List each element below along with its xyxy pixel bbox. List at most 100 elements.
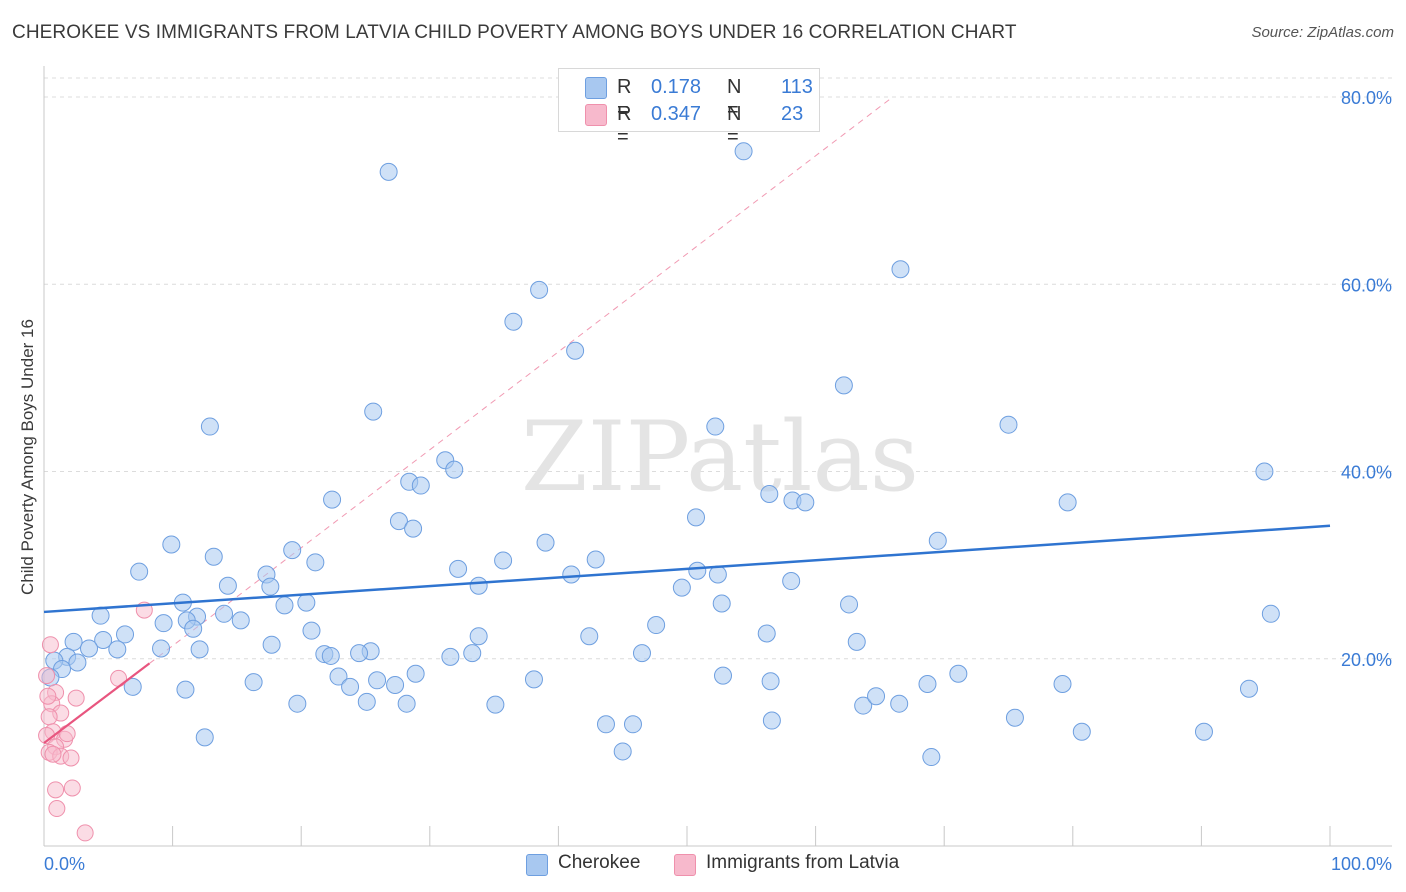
cherokee-point <box>204 547 223 566</box>
cherokee-point <box>123 677 142 696</box>
cherokee-point <box>397 694 416 713</box>
cherokee-point <box>687 508 706 527</box>
latvia-point <box>47 781 65 799</box>
latvia-point <box>63 779 81 797</box>
cherokee-point <box>486 695 505 714</box>
cherokee-point <box>847 632 866 651</box>
legend-r-value: 0.347 <box>651 103 702 125</box>
cherokee-point <box>116 625 135 644</box>
latvia-point <box>38 667 56 685</box>
cherokee-point <box>162 535 181 554</box>
cherokee-point <box>647 616 666 635</box>
latvia-point <box>110 669 128 687</box>
cherokee-point <box>580 627 599 646</box>
cherokee-point <box>244 673 263 692</box>
cherokee-point <box>712 594 731 613</box>
cherokee-point <box>469 627 488 646</box>
cherokee-point <box>184 619 203 638</box>
cherokee-point <box>854 696 873 715</box>
cherokee-point <box>999 415 1018 434</box>
cherokee-point <box>782 572 801 591</box>
cherokee-point <box>218 576 237 595</box>
legend-r-value: 0.178 <box>651 76 702 98</box>
cherokee-point <box>341 677 360 696</box>
cherokee-point <box>623 715 642 734</box>
cherokee-point <box>379 162 398 181</box>
cherokee-points <box>41 142 1280 767</box>
cherokee-point <box>441 647 460 666</box>
cherokee-point <box>1261 604 1280 623</box>
cherokee-point <box>504 312 523 331</box>
cherokee-point <box>757 624 776 643</box>
chart-title: CHEROKEE VS IMMIGRANTS FROM LATVIA CHILD… <box>12 22 1017 43</box>
cherokee-trendline <box>43 524 1331 614</box>
legend-r-label: R = <box>617 103 632 148</box>
latvia-trendline <box>43 662 151 744</box>
cherokee-point <box>918 675 937 694</box>
cherokee-point <box>708 565 727 584</box>
cherokee-point <box>231 611 250 630</box>
cherokee-point <box>586 550 605 569</box>
legend-n-label: N = <box>727 76 742 121</box>
latvia-swatch <box>674 854 696 876</box>
cherokee-point <box>890 694 909 713</box>
latvia-point <box>58 725 76 743</box>
cherokee-point <box>411 476 430 495</box>
cherokee-point <box>760 484 779 503</box>
cherokee-point <box>613 742 632 761</box>
cherokee-point <box>64 632 83 651</box>
cherokee-point <box>94 631 113 650</box>
cherokee-point <box>688 561 707 580</box>
y-tick-label: 20.0% <box>1341 650 1392 670</box>
cherokee-point <box>762 711 781 730</box>
cherokee-point <box>1072 722 1091 741</box>
cherokee-point <box>275 596 294 615</box>
cherokee-point <box>949 664 968 683</box>
y-tick-label: 40.0% <box>1341 463 1392 483</box>
cherokee-point <box>1239 679 1258 698</box>
x-tick-label: 0.0% <box>44 854 85 874</box>
cherokee-point <box>445 460 464 479</box>
latvia-point <box>39 687 57 705</box>
legend-n-value: 23 <box>781 103 804 125</box>
cherokee-point <box>840 595 859 614</box>
chart-source: Source: ZipAtlas.com <box>1251 24 1394 41</box>
cherokee-point <box>463 644 482 663</box>
cherokee-point <box>297 593 316 612</box>
cherokee-point <box>404 519 423 538</box>
cherokee-point <box>1194 722 1213 741</box>
cherokee-point <box>928 531 947 550</box>
cherokee-point <box>176 680 195 699</box>
cherokee-point <box>406 664 425 683</box>
latvia-point <box>62 749 80 767</box>
cherokee-point <box>261 577 280 596</box>
cherokee-point <box>1005 708 1024 727</box>
tick-labels: 20.0% 40.0% 60.0% 80.0% 0.0% 100.0% <box>44 88 1392 874</box>
latvia-point <box>40 708 58 726</box>
legend-n-value: 113 <box>781 76 813 98</box>
cherokee-point <box>566 341 585 360</box>
cherokee-point <box>108 640 127 659</box>
cherokee-point <box>386 675 405 694</box>
trendlines <box>43 524 1331 744</box>
cherokee-point <box>796 493 815 512</box>
cherokee-point <box>867 687 886 706</box>
latvia-point <box>41 636 59 654</box>
cherokee-point <box>596 715 615 734</box>
cherokee-point <box>215 604 234 623</box>
cherokee-point <box>389 512 408 531</box>
cherokee-point <box>536 533 555 552</box>
latvia-point <box>48 800 66 818</box>
cherokee-point <box>262 635 281 654</box>
cherokee-point <box>1058 493 1077 512</box>
cherokee-point <box>302 621 321 640</box>
cherokee-point <box>368 671 387 690</box>
cherokee-point <box>524 670 543 689</box>
cherokee-point <box>323 490 342 509</box>
cherokee-point <box>200 417 219 436</box>
y-tick-label: 80.0% <box>1341 88 1392 108</box>
cherokee-point <box>672 578 691 597</box>
watermark: ZIPatlas <box>521 401 919 513</box>
y-tick-label: 60.0% <box>1341 275 1392 295</box>
cherokee-point <box>922 748 941 767</box>
